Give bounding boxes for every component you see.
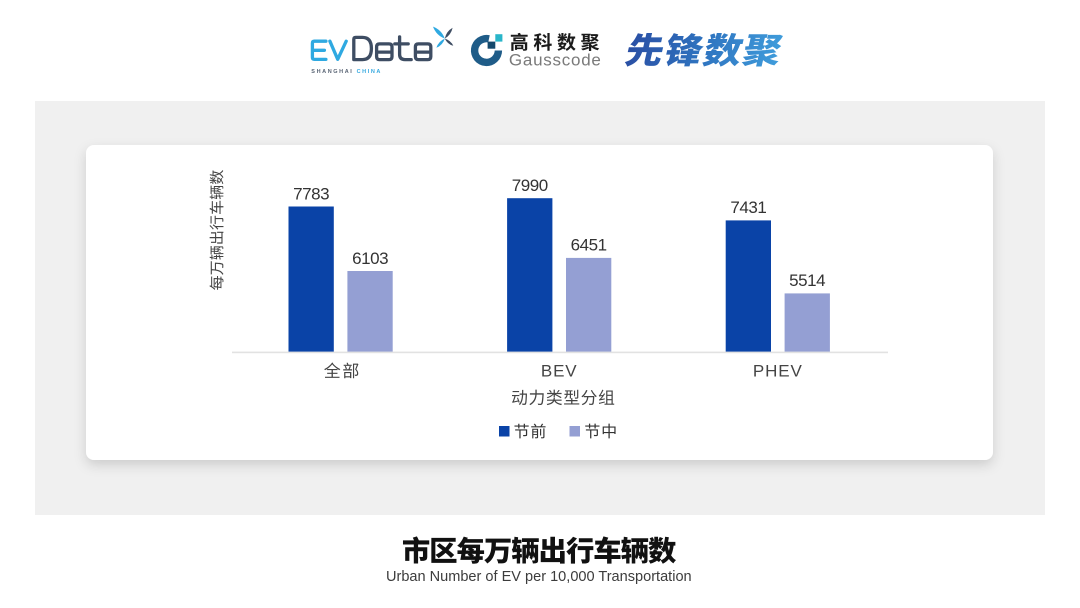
svg-text:Urban Number of EV per 10,000: Urban Number of EV per 10,000 Transporta… [386, 569, 692, 585]
svg-text:PHEV: PHEV [753, 362, 803, 381]
svg-text:Gausscode: Gausscode [509, 51, 602, 70]
svg-text:BEV: BEV [541, 362, 578, 381]
svg-text:7431: 7431 [730, 198, 766, 217]
svg-text:5514: 5514 [789, 271, 825, 290]
svg-text:SHANGHAI CHINA: SHANGHAI CHINA [311, 69, 382, 75]
svg-text:7990: 7990 [512, 176, 548, 195]
svg-text:6103: 6103 [352, 249, 388, 268]
svg-text:7783: 7783 [293, 184, 329, 203]
svg-text:6451: 6451 [571, 236, 607, 255]
